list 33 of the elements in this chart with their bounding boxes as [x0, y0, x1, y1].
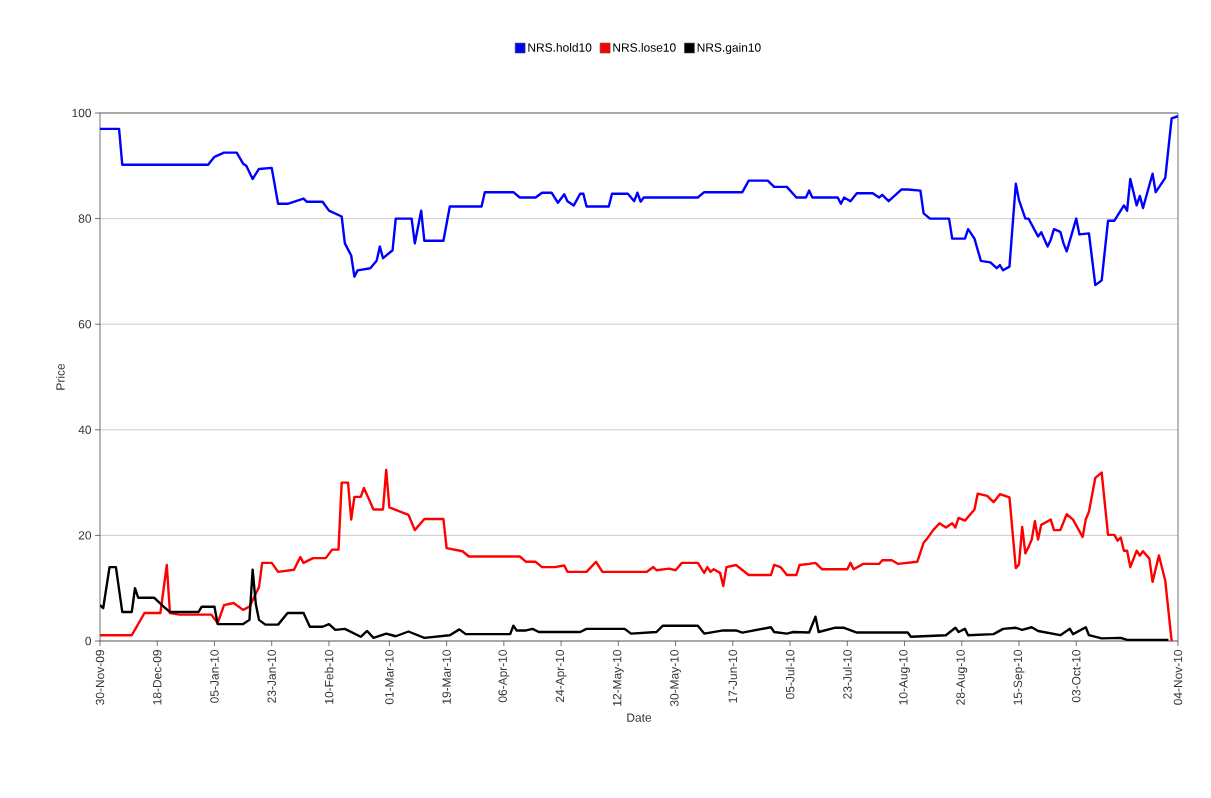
y-tick-label: 40 — [78, 425, 92, 435]
y-tick-label: 60 — [78, 319, 92, 329]
x-tick-label: 30-Nov-09 — [95, 650, 105, 705]
line-series — [100, 468, 1173, 641]
x-tick-label: 23-Jan-10 — [267, 649, 276, 703]
legend-label: NRS.lose10 — [613, 42, 676, 52]
y-tick-label: 100 — [72, 108, 92, 118]
x-tick-label: 10-Aug-10 — [899, 649, 910, 705]
x-tick-label: 18-Dec-09 — [153, 650, 162, 705]
y-axis-title: Price — [55, 363, 65, 390]
x-tick-label: 12-May-10 — [612, 649, 624, 706]
line-series — [100, 565, 1170, 641]
legend-label: NRS.gain10 — [697, 42, 761, 55]
x-tick-label: 01-Mar-10 — [385, 649, 394, 705]
x-tick-label: 05-Jul-10 — [785, 649, 795, 699]
x-tick-label: 24-Apr-10 — [555, 649, 567, 703]
line-series — [100, 114, 1178, 287]
x-tick-label: 28-Aug-10 — [956, 649, 968, 705]
x-tick-label: 04-Nov-10 — [1173, 649, 1183, 705]
x-tick-label: 05-Jan-10 — [210, 649, 219, 703]
y-tick-label: 0 — [85, 636, 92, 646]
y-tick-label: 80 — [78, 214, 92, 223]
x-tick-label: 15-Sep-10 — [1013, 649, 1025, 705]
x-tick-label: 17-Jun-10 — [728, 649, 738, 703]
x-tick-label: 06-Apr-10 — [498, 649, 510, 703]
y-tick-label: 20 — [78, 531, 92, 540]
x-axis-title: Date — [627, 713, 652, 722]
x-tick-label: 23-Jul-10 — [842, 649, 852, 699]
x-tick-label: 10-Feb-10 — [324, 649, 334, 704]
legend-label: NRS.hold10 — [528, 42, 592, 52]
x-tick-label: 19-Mar-10 — [442, 649, 451, 704]
x-tick-label: 03-Oct-10 — [1072, 649, 1081, 703]
x-tick-label: 30-May-10 — [670, 649, 681, 707]
